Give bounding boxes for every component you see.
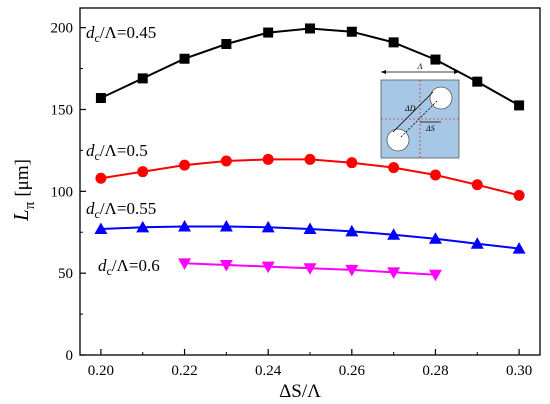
series-label: dc/Λ=0.55 [86,199,156,221]
data-point [137,73,148,84]
data-point [136,220,150,233]
series-label-italic: d [86,141,95,160]
series-label-rest: /Λ=0.5 [100,141,148,160]
series-3: dc/Λ=0.6 [98,256,442,282]
data-point [221,39,232,50]
data-point [263,27,274,38]
series-2: dc/Λ=0.55 [86,199,526,254]
data-point [179,159,191,171]
x-tick-label: 0.22 [171,363,197,379]
inset-label-lambda: Λ [417,62,423,71]
data-point [219,259,233,272]
series-label-sub: c [95,207,100,221]
data-point [262,153,274,165]
y-tick-label: 150 [51,102,74,118]
data-point [345,224,359,237]
data-point [178,258,192,270]
inset-label-delta-s: ΔS [425,124,435,133]
data-point [430,54,441,65]
data-point [137,166,149,178]
data-point [305,23,315,34]
data-point [470,237,484,249]
plot-frame [79,7,541,356]
series-1: dc/Λ=0.5 [86,141,525,201]
data-point [95,93,106,104]
series-label: dc/Λ=0.6 [98,256,160,278]
data-point [388,162,400,174]
data-point [429,169,441,181]
data-point [95,172,107,184]
data-point [261,261,275,274]
inset-hole [386,128,410,152]
series-label-sub: c [95,31,100,45]
series-label-rest: /Λ=0.55 [100,199,156,218]
data-point [303,222,317,234]
series-label-italic: d [86,23,95,42]
series-0: dc/Λ=0.45 [86,23,525,111]
y-tick-label: 200 [51,21,74,37]
data-point [387,267,401,279]
y-tick-label: 50 [58,266,73,282]
inset-delta-d-line [392,91,434,133]
x-axis-title: ΔS/Λ [279,381,321,402]
x-tick-label: 0.26 [339,363,366,379]
data-point [346,157,358,169]
series-label-italic: d [98,256,107,275]
data-point [178,220,192,232]
data-point [514,100,525,111]
data-point [472,76,483,87]
data-point [345,264,359,277]
y-tick-label: 0 [66,348,74,364]
y-axis-title-sub: π [22,201,38,209]
svg-text:Lπ[μm]: Lπ [μm] [9,159,38,222]
data-point [303,263,317,275]
data-point [428,269,442,282]
data-point [428,232,442,244]
data-point [387,228,401,240]
data-point [388,37,399,48]
data-point [220,155,232,167]
data-point [513,189,525,201]
data-point [94,222,108,234]
inset-arrow-head [454,70,459,74]
data-point [179,53,190,64]
y-axis-title-main: L [9,209,33,222]
data-point [304,153,316,165]
inset-label-delta-d: ΔD [404,104,416,113]
data-point [512,242,526,254]
series-label-rest: /Λ=0.45 [100,23,156,42]
x-tick-label: 0.24 [255,363,282,379]
data-point [471,179,483,191]
data-point [346,26,357,37]
y-tick-label: 100 [51,184,74,200]
axes: 0.20 0.22 0.24 0.26 0.28 0.30 0 50 100 150 200 [51,7,541,379]
series-label-italic: d [86,199,95,218]
inset-diagram: Λ ΔD ΔS [380,62,460,159]
series-label: dc/Λ=0.45 [86,23,156,45]
inset-diagonal [400,99,439,138]
x-tick-label: 0.28 [422,363,448,379]
data-point [261,220,275,233]
data-point [219,220,233,232]
series-label: dc/Λ=0.5 [86,141,148,163]
x-tick-label: 0.30 [506,363,532,379]
inset-hole [429,86,453,110]
inset-arrow-head [381,70,386,74]
series-label-rest: /Λ=0.6 [112,256,160,275]
y-axis-title: Lπ [μm] [9,159,38,222]
series-label-sub: c [107,264,112,278]
x-tick-label: 0.20 [88,363,114,379]
series-label-sub: c [95,149,100,163]
y-axis-title-unit: [μm] [12,159,33,197]
